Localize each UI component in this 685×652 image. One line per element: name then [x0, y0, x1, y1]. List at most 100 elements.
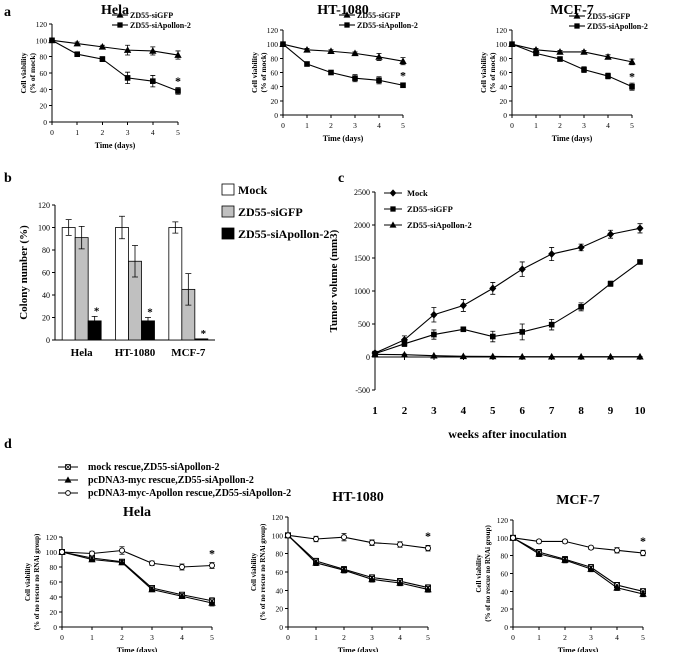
a1-point	[327, 47, 335, 55]
c-xlabel: weeks after inoculation	[448, 427, 567, 441]
c-point	[489, 284, 497, 293]
a0-point	[175, 88, 181, 94]
d1-y-tick-label: 0	[279, 623, 283, 632]
d-legend-label: mock rescue,ZD55-siApollon-2	[88, 462, 219, 473]
b-y-tick-label: 60	[42, 269, 50, 278]
c-y-tick-label: 0	[366, 353, 370, 362]
d0-x-tick-label: 4	[180, 633, 184, 642]
a0-series-line	[51, 39, 179, 92]
c-x-tick-label: 2	[402, 405, 408, 417]
d0-xlabel: Time (days)	[117, 646, 158, 652]
d2-y-tick-label: 80	[501, 552, 509, 561]
d2-point	[535, 550, 543, 557]
a1-y-tick-label: 80	[271, 54, 279, 63]
b-category-label: MCF-7	[171, 347, 206, 359]
d1-y-tick-label: 120	[272, 513, 284, 522]
d2-xlabel: Time (days)	[558, 646, 599, 652]
d2-ylabel: Cell viability(% of no rescue no RNAi gr…	[475, 525, 492, 622]
a0-series-line	[51, 39, 179, 56]
d1-point	[340, 566, 348, 573]
c-y-tick-label: 2000	[354, 221, 370, 230]
c-point	[636, 224, 644, 233]
c-point	[459, 352, 468, 360]
panel-b-colony-bar-chart: 0 20 40 60 80 100 120 Colony number (%) Hela * HT-…	[18, 183, 329, 359]
c-point	[577, 352, 585, 360]
d2-x-tick-label: 2	[563, 633, 567, 642]
legend-label: ZD55-siApollon-2	[130, 21, 191, 30]
c-x-tick-label: 10	[635, 405, 647, 417]
d0-series-1	[58, 548, 216, 607]
d-legend-label: pcDNA3-myc-Apollon rescue,ZD55-siApollon…	[88, 488, 291, 499]
a0-series-0	[48, 36, 182, 60]
d2-x-tick-label: 5	[641, 633, 645, 642]
d1-point	[425, 545, 432, 552]
a0-x-tick-label: 0	[50, 128, 54, 137]
a0-y-tick-label: 80	[40, 53, 48, 62]
d2-series-line	[512, 537, 644, 592]
a2-point	[604, 53, 612, 60]
c-y-tick-label: 1500	[354, 254, 370, 263]
a1-point	[375, 53, 383, 60]
c-legend-label: Mock	[407, 188, 428, 198]
d0-ylabel-line: Cell viability	[24, 562, 32, 601]
c-point	[401, 340, 408, 347]
d2-ylabel-line: (% of no rescue no RNAi group)	[484, 525, 492, 622]
a0-x-tick-label: 2	[101, 128, 105, 137]
c-point	[430, 310, 438, 319]
a1-ylabel-line: Cell viability	[250, 52, 259, 93]
a1-series-line	[282, 43, 404, 86]
b-bar-zd55-sigfp	[74, 237, 89, 341]
legend-marker	[116, 11, 124, 18]
a0-y-tick-label: 0	[43, 118, 47, 127]
legend-marker	[344, 22, 350, 28]
a0-series-1	[49, 37, 181, 95]
a1-y-tick-label: 40	[271, 83, 279, 92]
a2-significance-star: *	[629, 70, 635, 84]
c-point	[489, 352, 497, 360]
d0-series-line	[61, 549, 213, 568]
d0-point	[208, 562, 215, 569]
c-y-tick-label: 500	[358, 320, 370, 329]
d2-y-tick-label: 100	[497, 534, 509, 543]
c-point	[519, 329, 526, 335]
c-x-tick-label: 7	[549, 405, 555, 417]
c-y-tick-label: 1000	[354, 287, 370, 296]
a1-x-tick-label: 2	[329, 121, 333, 130]
d1-series-0	[285, 532, 432, 591]
a2-y-tick-label: 120	[496, 26, 508, 35]
a1-x-tick-label: 4	[377, 121, 381, 130]
c-x-tick-label: 4	[461, 405, 467, 417]
c-point	[430, 351, 438, 359]
d1-xlabel: Time (days)	[338, 646, 379, 652]
d2-y-tick-label: 40	[501, 587, 509, 596]
d2-y-tick-label: 120	[497, 516, 509, 525]
legend-label: ZD55-siGFP	[357, 11, 400, 20]
d1-point	[313, 536, 320, 543]
a1-x-tick-label: 3	[353, 121, 357, 130]
c-point	[518, 352, 526, 360]
a1-y-tick-label: 0	[274, 111, 278, 120]
d2-significance-star: *	[640, 534, 646, 548]
d1-title: HT-1080	[332, 490, 384, 505]
a0-point	[149, 78, 156, 84]
d1-point	[341, 534, 348, 541]
c-point	[606, 352, 615, 360]
a1-y-tick-label: 100	[267, 40, 279, 49]
d0-x-tick-label: 5	[210, 633, 214, 642]
d0-y-tick-label: 100	[46, 548, 58, 557]
panel-d-chart-hela: Hela 0 20 40 60 80 100 120 0 1 2 3 4 5 Time (days) Cell…	[24, 505, 216, 652]
c-series-2	[371, 350, 644, 360]
a0-point	[49, 37, 55, 44]
panel-label-d: d	[4, 437, 12, 452]
d0-series-2	[59, 546, 215, 571]
c-series-0	[371, 223, 644, 357]
c-point	[460, 326, 467, 333]
a1-series-0	[279, 40, 407, 66]
d2-point	[561, 556, 569, 563]
a2-point	[509, 41, 515, 47]
a2-x-tick-label: 2	[558, 121, 562, 130]
a0-point	[99, 56, 106, 62]
d0-x-tick-label: 1	[90, 633, 94, 642]
